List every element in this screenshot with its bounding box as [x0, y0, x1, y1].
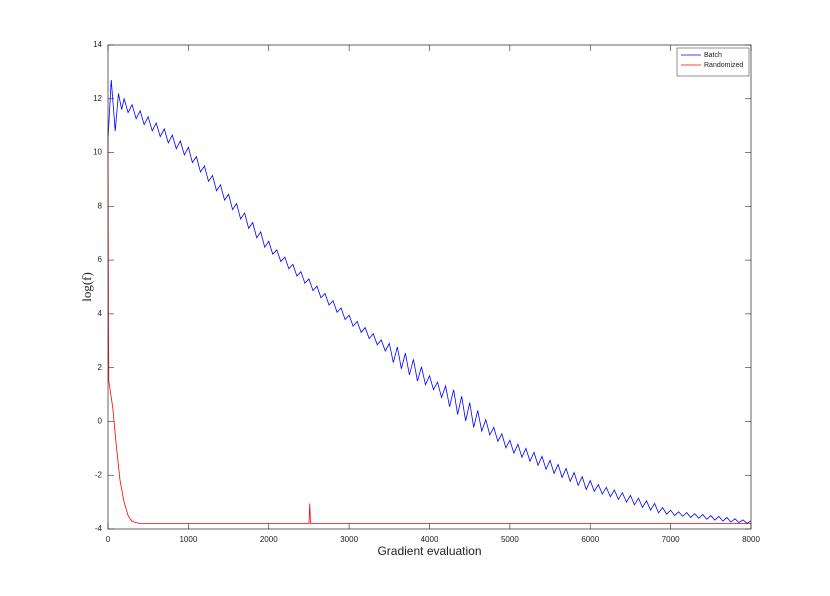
axes-frame [107, 44, 752, 530]
y-tick-label: 0 [98, 417, 103, 426]
legend-box [676, 47, 750, 77]
y-tick-label: 12 [93, 94, 102, 103]
y-tick-label: 6 [98, 255, 103, 264]
y-tick-label: 10 [93, 148, 102, 157]
y-tick-label: 8 [98, 201, 103, 210]
legend-label: Batch [704, 52, 722, 59]
plot-area [108, 45, 751, 529]
x-tick-label: 7000 [662, 535, 680, 544]
y-tick-label: 2 [98, 363, 103, 372]
x-tick-label: 4000 [421, 535, 439, 544]
y-tick-label: -2 [95, 470, 103, 479]
y-tick-label: 4 [98, 309, 103, 318]
x-tick-label: 2000 [260, 535, 278, 544]
x-tick-label: 1000 [179, 535, 197, 544]
x-tick-label: 3000 [340, 535, 358, 544]
x-tick-label: 0 [106, 535, 111, 544]
legend: Batch Randomized [676, 47, 750, 77]
legend-label: Randomized [704, 62, 743, 69]
y-tick-label: 14 [93, 40, 102, 49]
x-tick-label: 8000 [742, 535, 760, 544]
x-axis-label: Gradient evaluation [377, 544, 481, 558]
data-line [107, 79, 752, 524]
x-tick-label: 6000 [581, 535, 599, 544]
y-tick-label: -4 [95, 524, 103, 533]
data-line [107, 128, 751, 525]
x-tick-label: 5000 [501, 535, 519, 544]
y-axis-label: log(f) [79, 272, 94, 302]
